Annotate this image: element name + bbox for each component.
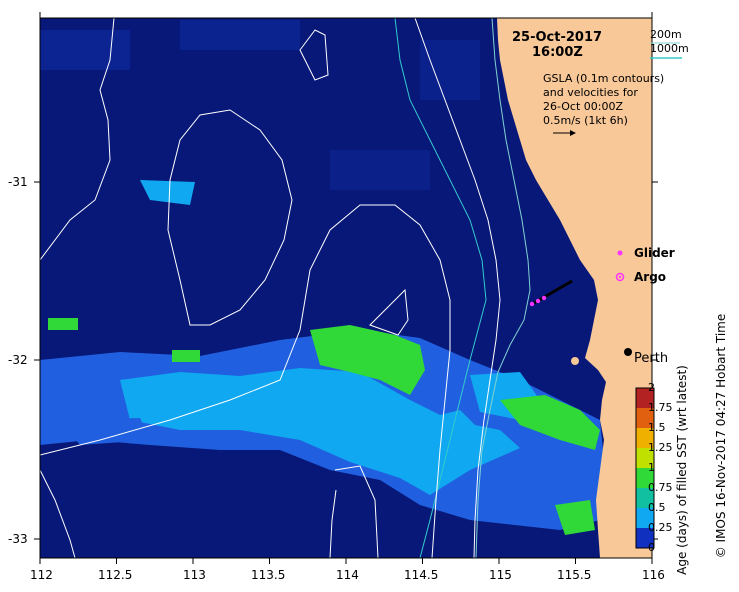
colorbar xyxy=(635,387,655,549)
argo-legend-symbol xyxy=(615,272,625,282)
bathy-200m-contour xyxy=(475,18,531,558)
sst-age-0.5-region xyxy=(120,368,520,495)
colorbar-title: Age (days) of filled SST (wrt latest) xyxy=(675,365,689,575)
x-tick-label: 113 xyxy=(183,568,206,582)
x-tick-label: 114.5 xyxy=(404,568,439,582)
gsla-note-line3: 26-Oct 00:00Z xyxy=(543,100,624,113)
x-tick-label: 116 xyxy=(642,568,665,582)
title-time: 16:00Z xyxy=(532,45,583,60)
land-australia xyxy=(497,18,652,558)
glider-track xyxy=(533,279,573,305)
colorbar-tick: 1.75 xyxy=(648,401,673,414)
credit-text: © IMOS 16-Nov-2017 04:27 Hobart Time xyxy=(714,313,728,559)
sst-age-1-region xyxy=(500,395,600,450)
sst-age-1-region xyxy=(172,350,200,362)
glider-label: Glider xyxy=(634,246,675,260)
sst-age-1-region xyxy=(48,318,78,330)
x-tick-label: 114 xyxy=(336,568,359,582)
gsla-note-line1: GSLA (0.1m contours) xyxy=(543,72,665,85)
legend-200m-label: 200m xyxy=(650,28,682,41)
y-tick-label: -31 xyxy=(8,175,28,189)
sst-age-1-region xyxy=(555,500,595,535)
x-axis xyxy=(39,12,653,564)
gsla-note-line2: and velocities for xyxy=(543,86,638,99)
x-tick-label: 113.5 xyxy=(251,568,286,582)
ocean-patch xyxy=(180,20,300,50)
glider-legend-symbol xyxy=(617,250,623,256)
x-tick-label: 112 xyxy=(30,568,53,582)
x-tick-label: 115 xyxy=(489,568,512,582)
ocean-patch xyxy=(40,30,130,70)
glider-points xyxy=(529,295,547,307)
title-date: 25-Oct-2017 xyxy=(512,30,603,45)
sst-age-0.5-region xyxy=(60,418,150,445)
bathy-1000m-contour xyxy=(394,18,487,558)
y-tick-label: -33 xyxy=(8,532,28,546)
sst-age-0.5-region xyxy=(140,180,195,205)
colorbar-tick: 1.25 xyxy=(648,441,673,454)
y-axis xyxy=(34,181,658,540)
map-plot-area xyxy=(40,18,652,558)
rottnest-island xyxy=(571,357,579,365)
y-tick-label: -32 xyxy=(8,353,28,367)
sst-age-0.5-region xyxy=(420,410,490,470)
colorbar-tick: 0.25 xyxy=(648,521,673,534)
gsla-note-line4: 0.5m/s (1kt 6h) xyxy=(543,114,628,127)
ocean-patch xyxy=(330,150,430,190)
sst-age-1-region xyxy=(310,325,425,395)
colorbar-tick: 0 xyxy=(648,541,655,554)
colorbar-tick: 1 xyxy=(648,461,655,474)
colorbar-tick: 0.75 xyxy=(648,481,673,494)
perth-marker xyxy=(624,348,632,356)
perth-label: Perth xyxy=(634,351,669,366)
argo-label: Argo xyxy=(634,270,667,284)
colorbar-tick: 1.5 xyxy=(648,421,666,434)
velocity-scale-arrow xyxy=(553,130,576,136)
gsla-contours xyxy=(40,18,501,558)
legend-1000m-label: 1000m xyxy=(650,42,689,55)
colorbar-tick: 0.5 xyxy=(648,501,666,514)
x-tick-label: 112.5 xyxy=(98,568,133,582)
x-tick-label: 115.5 xyxy=(557,568,592,582)
ocean-patch xyxy=(420,40,480,100)
colorbar-tick: 2 xyxy=(648,381,655,394)
